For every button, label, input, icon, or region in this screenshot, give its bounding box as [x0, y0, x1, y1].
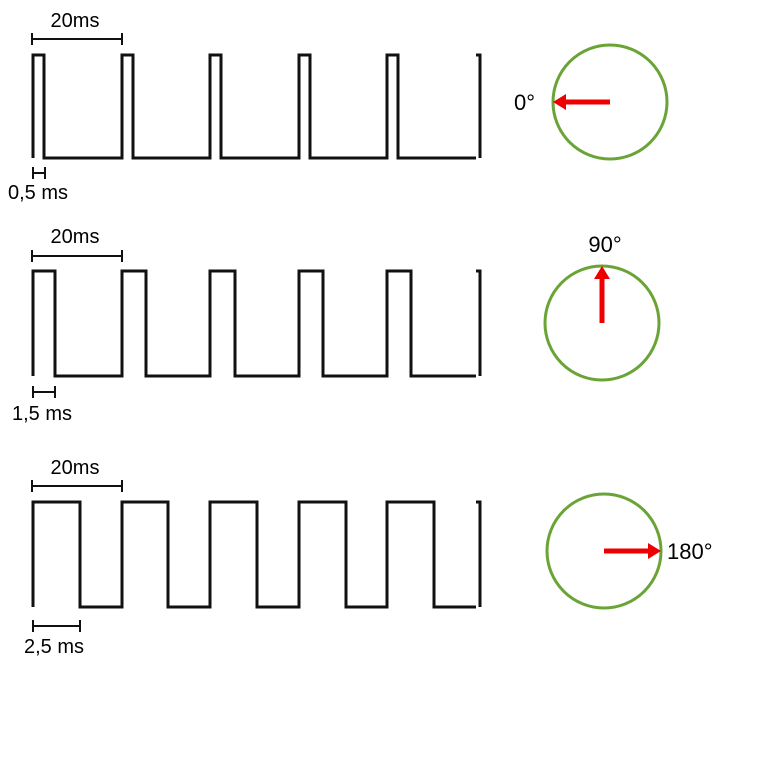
pulse-width-label: 0,5 ms	[8, 182, 68, 204]
angle-label: 0°	[514, 90, 535, 115]
angle-label: 90°	[588, 232, 621, 257]
row-2: 20ms 2,5 ms 180°	[24, 457, 713, 658]
period-label: 20ms	[51, 226, 100, 248]
pulse-width-marker	[32, 620, 81, 632]
waveform-end-tick	[476, 500, 482, 607]
period-marker	[31, 33, 123, 45]
arrow-head	[553, 94, 566, 110]
angle-arrow	[604, 543, 661, 559]
period-marker	[31, 250, 123, 262]
row-1: 20ms 1,5 ms 90°	[12, 226, 661, 425]
angle-arrow	[553, 94, 610, 110]
angle-arrow	[594, 266, 610, 323]
pulse-width-label: 2,5 ms	[24, 636, 84, 658]
pwm-waveform	[31, 269, 476, 378]
pulse-width-marker	[32, 167, 46, 179]
pwm-waveform	[31, 53, 476, 160]
period-marker	[31, 480, 123, 492]
period-label: 20ms	[51, 457, 100, 479]
angle-label: 180°	[667, 539, 713, 564]
arrow-head	[594, 266, 610, 279]
pwm-waveform	[31, 500, 476, 609]
waveform-end-tick	[476, 269, 482, 376]
waveform-end-tick	[476, 53, 482, 158]
arrow-head	[648, 543, 661, 559]
row-0: 20ms 0,5 ms 0°	[8, 10, 669, 204]
pulse-width-label: 1,5 ms	[12, 403, 72, 425]
pulse-width-marker	[32, 386, 56, 398]
period-label: 20ms	[51, 10, 100, 32]
